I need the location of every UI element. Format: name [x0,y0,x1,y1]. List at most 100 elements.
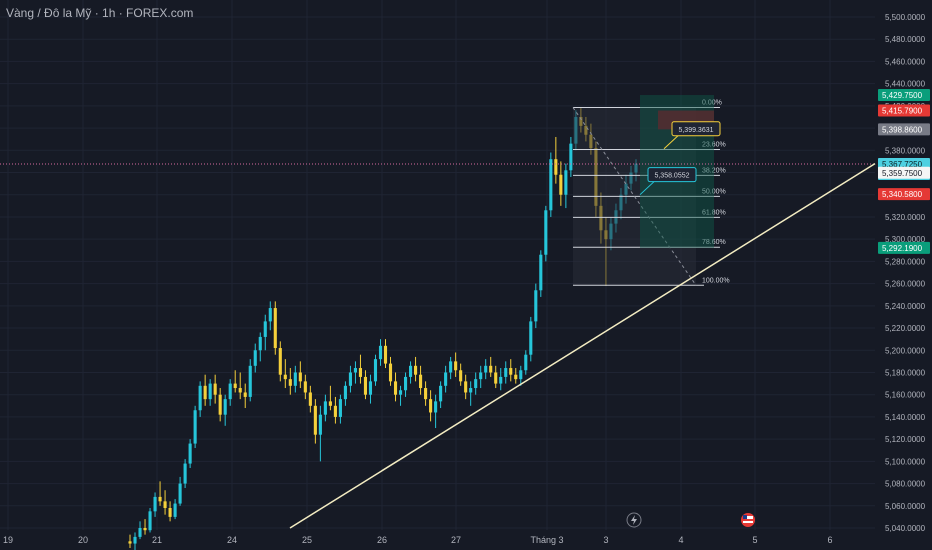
fib-level-label: 38.20% [702,167,726,174]
candle-body [484,365,488,373]
candle-body [258,336,262,351]
candle [539,250,543,297]
flash-icon-ring [626,512,642,528]
callout-label: 5,399.3631 [678,127,713,134]
y-tick-label: 5,280.0000 [885,257,926,266]
candle-body [338,399,342,417]
candle-body [564,170,568,195]
candle-body [218,394,222,415]
candle [338,394,342,424]
candle-body [409,365,413,377]
price-tag-label: 5,292.1900 [882,244,923,253]
candle [288,368,292,395]
y-tick-label: 5,320.0000 [885,213,926,222]
candle [238,372,242,400]
candle-body [298,372,302,382]
candle [363,370,368,400]
candle-body [283,374,287,380]
candle-body [479,372,483,380]
candle-body [454,361,458,371]
candle [549,152,553,217]
y-tick-label: 5,440.0000 [885,80,926,89]
chart-title[interactable]: Vàng / Đô la Mỹ · 1h · FOREX.com [6,6,194,20]
y-tick-label: 5,120.0000 [885,435,926,444]
candle-body [353,368,357,373]
candle [318,405,322,462]
candle-body [464,381,468,393]
candle [519,365,523,386]
candle [343,381,347,406]
candle-body [348,372,352,386]
fib-level-label: 50.00% [702,188,726,195]
y-tick-label: 5,060.0000 [885,502,926,511]
candle-body [233,383,237,389]
price-tag-label: 5,367.7250 [882,160,923,169]
candle [188,439,192,469]
price-tag-label: 5,359.7500 [882,169,923,178]
candle-body [499,376,503,384]
candle [403,372,408,397]
candle-body [504,368,508,377]
candle-body [519,370,523,380]
flash-icon-bolt [631,515,637,525]
candle-body [419,374,423,389]
candle [514,368,518,384]
candle-body [253,350,257,366]
candle-body [459,370,463,382]
y-tick-label: 5,300.0000 [885,235,926,244]
candle [489,356,493,377]
candle-body [193,410,197,444]
candle [303,374,307,400]
candle-body [449,361,453,373]
candle [564,163,568,209]
candle-body [534,290,538,322]
price-tag [878,123,930,136]
candle-body [378,345,383,360]
candle-body [133,536,137,544]
candle-body [188,443,192,464]
x-tick-label: 4 [678,535,683,545]
candle [454,352,458,377]
x-tick-label: 19 [3,535,13,545]
y-tick-label: 5,040.0000 [885,524,926,533]
candle-body [373,359,378,382]
us-flag-icon-stripe [743,521,753,523]
candle [469,381,473,406]
y-tick-label: 5,220.0000 [885,324,926,333]
candle-body [403,376,408,391]
fib-level-label: 61.80% [702,209,726,216]
candle-body [429,399,433,413]
x-tick-label: 27 [451,535,461,545]
candle [268,301,272,331]
y-tick-label: 5,480.0000 [885,35,926,44]
candle [474,372,478,395]
candle-body [333,405,337,417]
candle-body [383,345,388,364]
candle [243,383,247,409]
candle [429,390,433,422]
fib-level-label: 78.60% [702,239,726,246]
callout-label: 5,358.0552 [654,173,689,180]
candle [509,359,513,382]
us-flag-icon-stripe [743,516,753,519]
candle-body [544,210,548,255]
candle-body [243,392,247,397]
candle-body [158,496,162,502]
candle-body [278,348,282,375]
candle [213,374,217,404]
candle-body [343,385,347,400]
candle [409,361,413,384]
candle-body [524,354,528,371]
candle-body [398,390,403,395]
candle [484,359,488,380]
x-tick-label: 20 [78,535,88,545]
candle-body [439,385,443,402]
candle [193,405,197,449]
candle [439,381,443,409]
candle [544,205,548,262]
candle [464,374,468,400]
candle-body [173,503,177,517]
candle-body [313,405,317,435]
